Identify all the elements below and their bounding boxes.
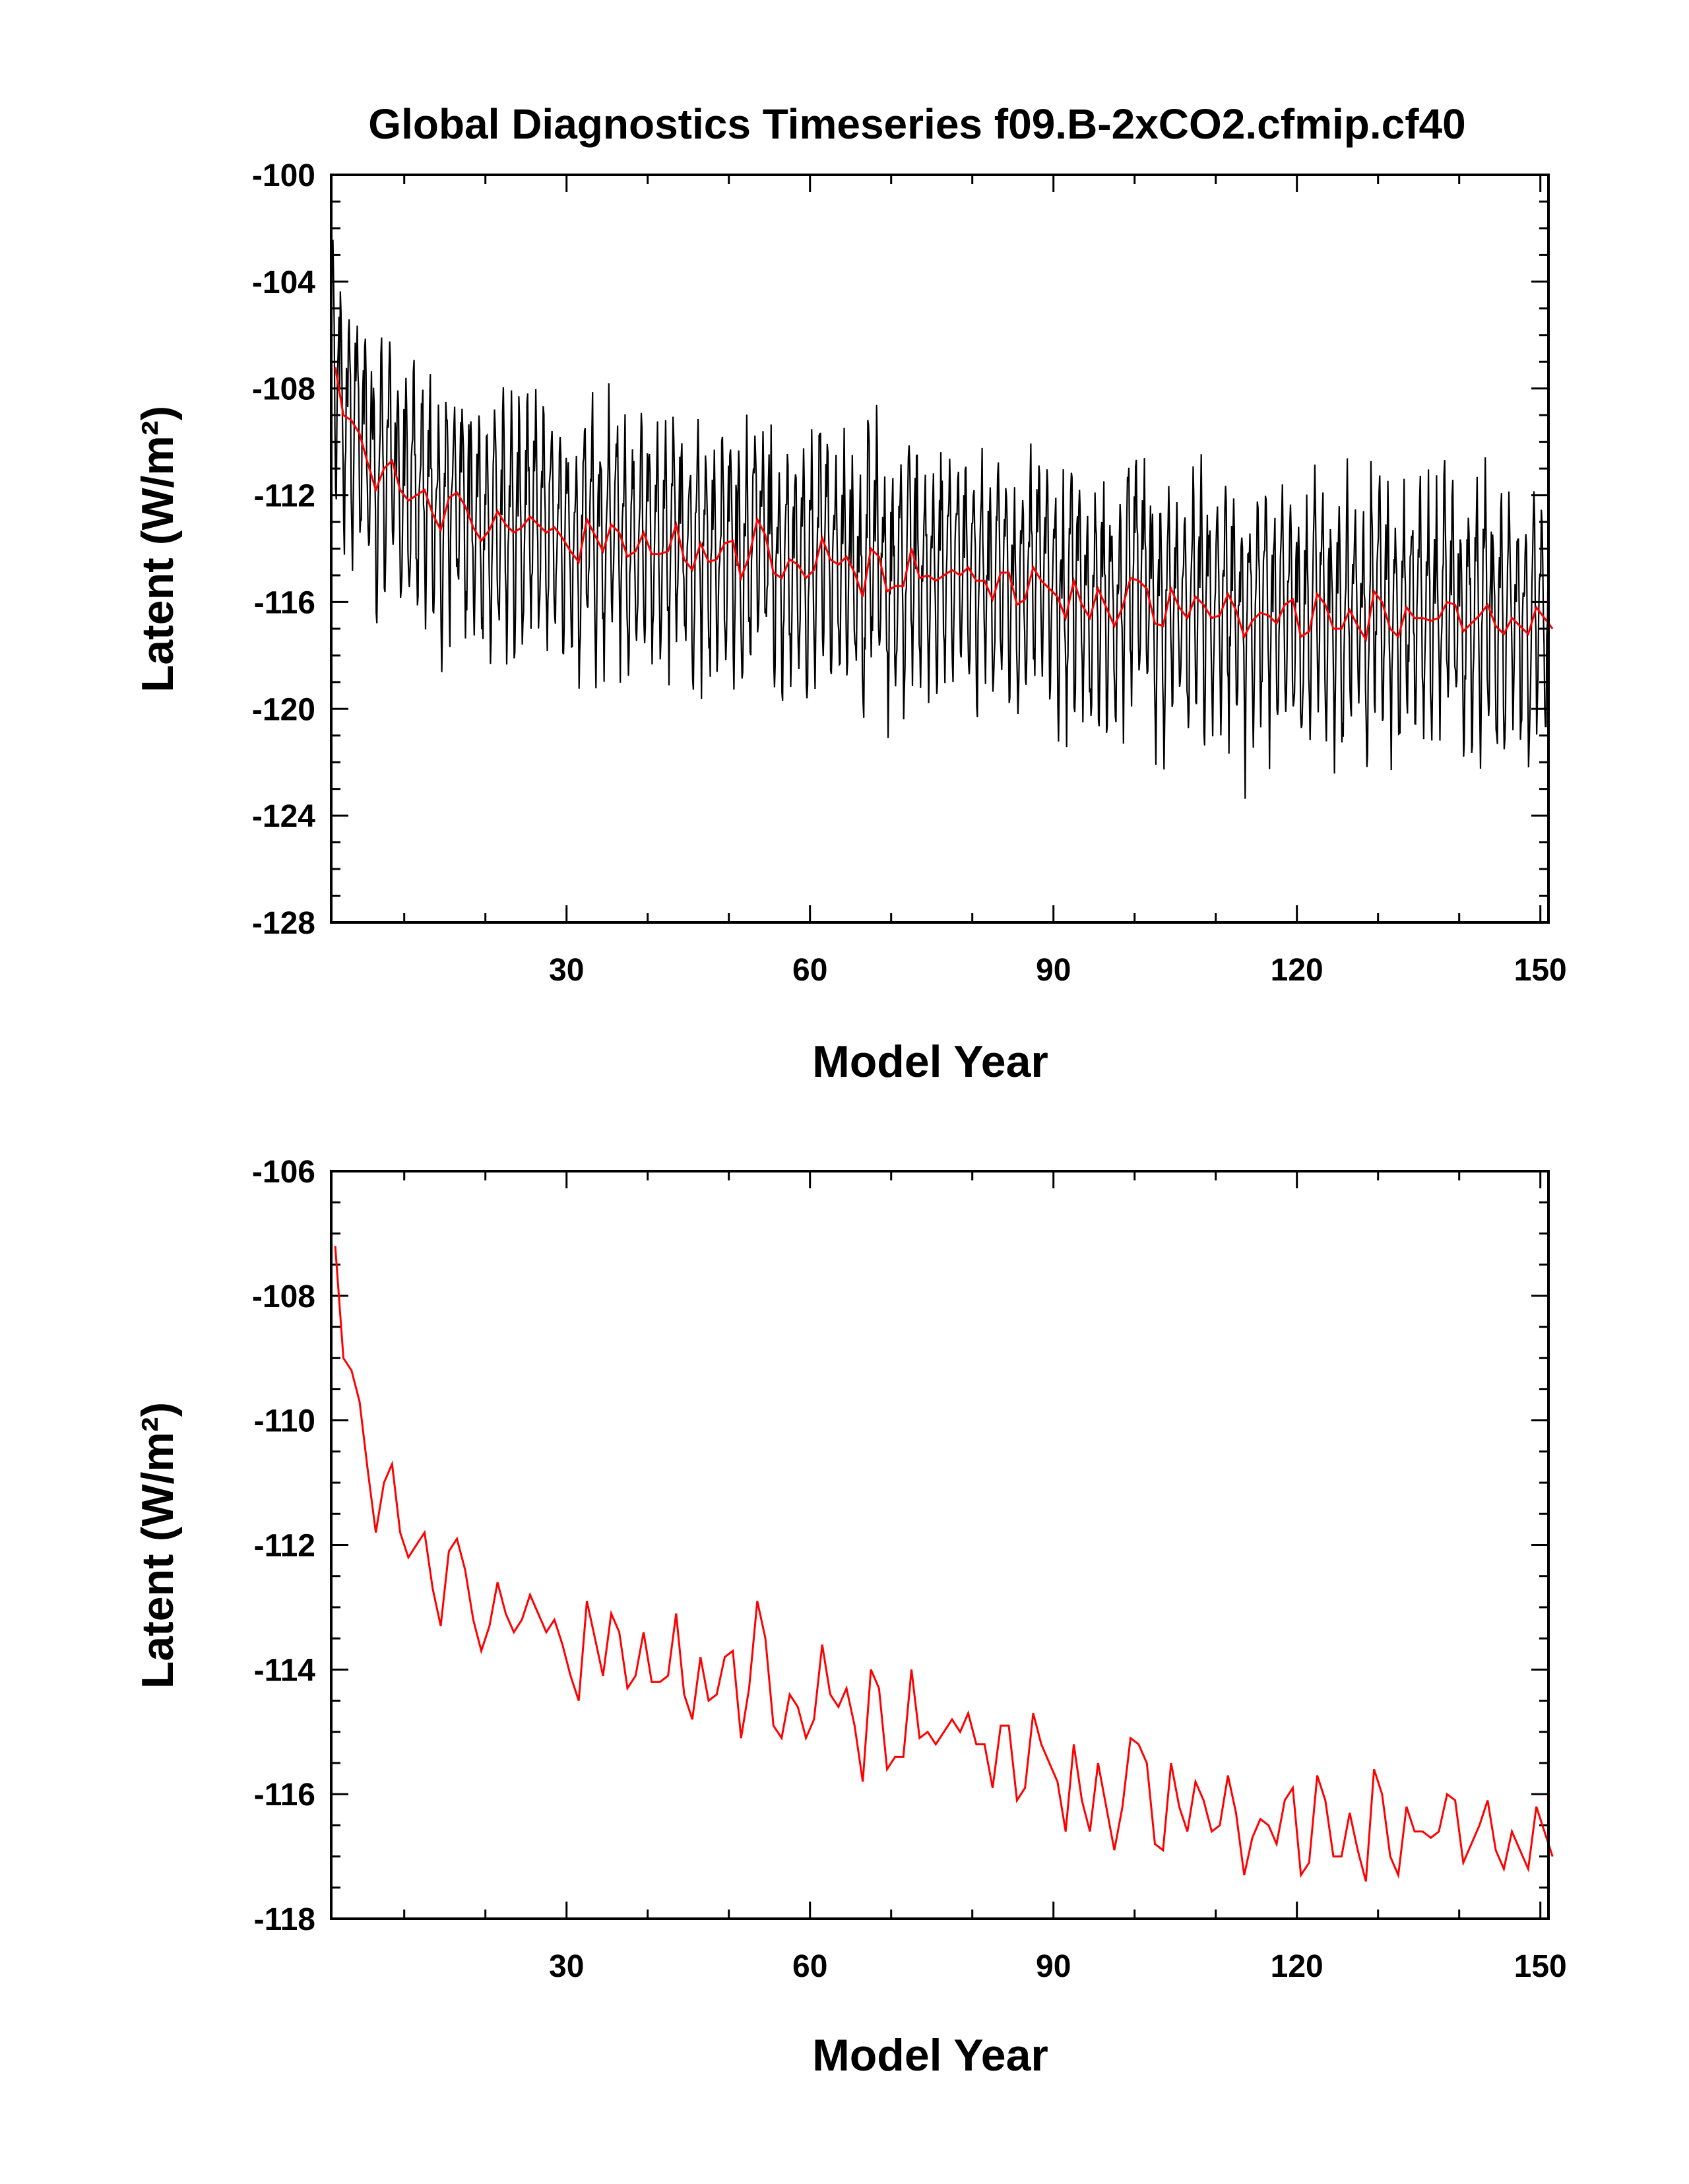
y-tick-label: -112 (254, 1529, 315, 1564)
x-tick-label: 150 (1514, 953, 1567, 988)
bottom-x-axis-title: Model Year (812, 2030, 1048, 2080)
y-tick-label: -100 (252, 158, 315, 193)
bottom-panel: 30 60 90 120 150 -106 -108 -110 -112 -114 -116 -118… (133, 1155, 1567, 2080)
chart-title: Global Diagnostics Timeseries f09.B-2xCO… (368, 100, 1465, 148)
top-panel-tick-labels: 30 60 90 120 150 -100 -104 -108 -112 -116 -120 -124… (252, 158, 1567, 988)
x-tick-label: 30 (549, 1949, 584, 1984)
monthly-series-line (331, 240, 1549, 799)
bottom-panel-tick-labels: 30 60 90 120 150 -106 -108 -110 -112 -114 -116 -118 (252, 1155, 1567, 1984)
y-tick-label: -110 (254, 1404, 315, 1439)
y-tick-label: -104 (252, 265, 315, 300)
x-tick-label: 60 (792, 1949, 827, 1984)
x-tick-label: 60 (792, 953, 827, 988)
x-tick-label: 90 (1036, 953, 1071, 988)
y-tick-label: -116 (254, 1778, 315, 1813)
top-panel: 30 60 90 120 150 -100 -104 -108 -112 -116 -120 -124… (133, 158, 1567, 1087)
bottom-panel-ticks (331, 1170, 1548, 1920)
top-y-axis-title: Latent (W/m²) (133, 406, 183, 692)
y-tick-label: -114 (254, 1653, 316, 1688)
y-tick-label: -118 (254, 1902, 315, 1937)
y-tick-label: -120 (252, 692, 315, 727)
x-tick-label: 120 (1271, 953, 1323, 988)
bottom-plot-frame (330, 1170, 1550, 1920)
top-plot-frame (330, 174, 1550, 924)
y-tick-label: -124 (252, 799, 315, 834)
x-tick-label: 90 (1036, 1949, 1071, 1984)
y-tick-label: -108 (252, 372, 315, 407)
y-tick-label: -108 (252, 1279, 315, 1314)
y-tick-label: -128 (252, 906, 315, 941)
y-tick-label: -106 (252, 1155, 315, 1190)
x-tick-label: 30 (549, 953, 584, 988)
annual-series-line (334, 1246, 1554, 1882)
x-tick-label: 150 (1514, 1949, 1567, 1984)
bottom-y-axis-title: Latent (W/m²) (133, 1402, 183, 1688)
x-tick-label: 120 (1271, 1949, 1323, 1984)
annual-mean-series-line (334, 367, 1554, 643)
y-tick-label: -112 (254, 479, 315, 514)
top-x-axis-title: Model Year (812, 1037, 1048, 1087)
y-tick-label: -116 (254, 585, 315, 620)
top-panel-ticks (331, 174, 1548, 924)
